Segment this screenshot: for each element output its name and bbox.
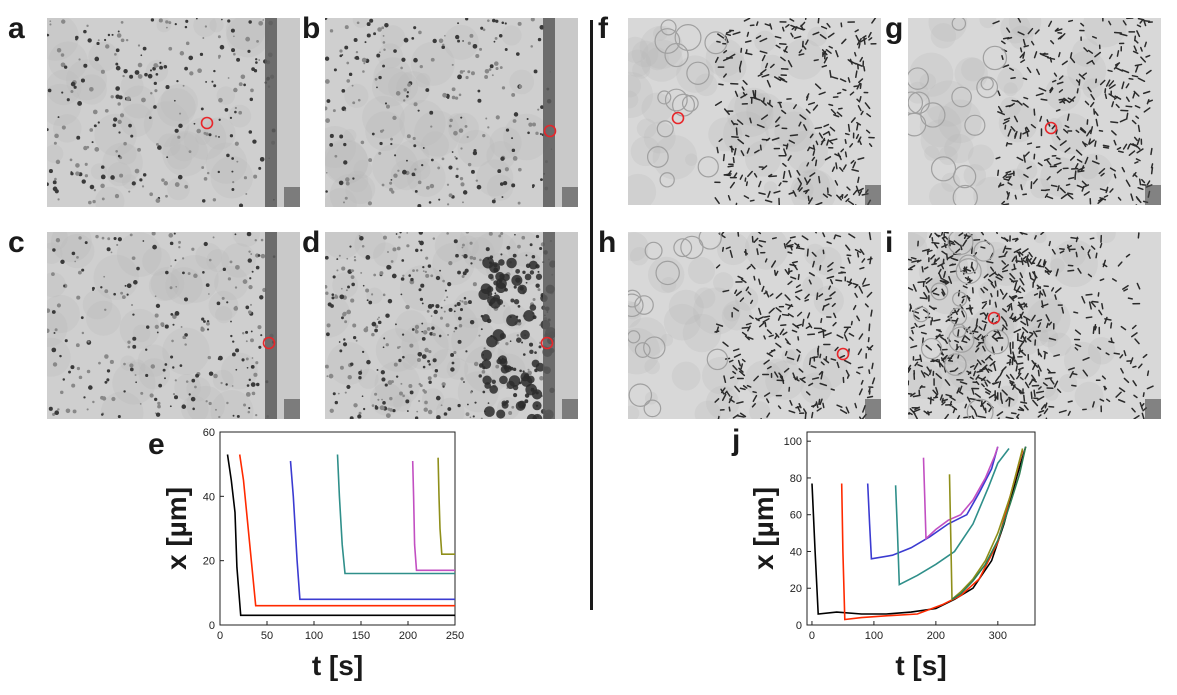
micrograph-b — [325, 18, 578, 207]
x-tick-label: 300 — [989, 630, 1007, 642]
y-tick-label: 20 — [790, 583, 802, 595]
series-line-3 — [291, 461, 456, 599]
x-tick-label: 50 — [261, 630, 273, 642]
micrograph-i — [908, 232, 1161, 419]
plot-j: 0 100 200 300 0 20 40 60 80 100 t [s] x [µm] — [735, 420, 1065, 690]
x-tick-label: 200 — [399, 630, 417, 642]
micrograph-g-svg — [908, 18, 1161, 205]
micrograph-d-svg — [325, 232, 578, 419]
y-tick-label: 40 — [790, 546, 802, 558]
x-axis-title: t [s] — [312, 650, 363, 681]
panel-label-h: h — [598, 228, 616, 258]
micrograph-g — [908, 18, 1161, 205]
micrograph-a-svg — [47, 18, 300, 207]
micrograph-c — [47, 232, 300, 419]
micrograph-f — [628, 18, 881, 205]
y-axis-title: x [µm] — [748, 487, 779, 570]
micrograph-f-svg — [628, 18, 881, 205]
panel-label-a: a — [8, 14, 25, 44]
x-tick-label: 250 — [446, 630, 464, 642]
y-tick-label: 20 — [203, 556, 215, 568]
y-tick-label: 0 — [209, 620, 215, 632]
y-tick-label: 60 — [790, 510, 802, 522]
x-tick-label: 150 — [352, 630, 370, 642]
y-tick-label: 80 — [790, 473, 802, 485]
x-tick-label: 100 — [865, 630, 883, 642]
x-tick-label: 0 — [217, 630, 223, 642]
micrograph-b-svg — [325, 18, 578, 207]
micrograph-i-svg — [908, 232, 1161, 419]
panel-label-d: d — [302, 228, 320, 258]
panel-label-i: i — [885, 228, 893, 258]
y-axis-title: x [µm] — [161, 487, 192, 570]
panel-label-f: f — [598, 14, 608, 44]
plot-e: 0 50 100 150 200 250 0 20 40 60 t [s] x [µm] — [150, 420, 480, 690]
x-tick-label: 0 — [809, 630, 815, 642]
micrograph-c-svg — [47, 232, 300, 419]
y-tick-label: 40 — [203, 491, 215, 503]
micrograph-h — [628, 232, 881, 419]
panel-label-b: b — [302, 14, 320, 44]
micrograph-h-svg — [628, 232, 881, 419]
y-tick-label: 0 — [796, 620, 802, 632]
series-line-6 — [950, 449, 1023, 600]
plot-j-svg: 0 100 200 300 0 20 40 60 80 100 t [s] x [µm] — [735, 420, 1065, 690]
panel-label-c: c — [8, 228, 25, 258]
y-tick-label: 100 — [784, 436, 802, 448]
panel-label-g: g — [885, 14, 903, 44]
series-line-3 — [868, 447, 998, 559]
micrograph-d — [325, 232, 578, 419]
x-axis-title: t [s] — [895, 650, 946, 681]
series-line-2 — [240, 455, 455, 606]
micrograph-a — [47, 18, 300, 207]
series-line-6 — [438, 458, 455, 555]
y-tick-label: 60 — [203, 427, 215, 439]
panel-divider — [590, 20, 593, 610]
plot-e-svg: 0 50 100 150 200 250 0 20 40 60 t [s] x [µm] — [150, 420, 480, 690]
x-tick-label: 200 — [927, 630, 945, 642]
x-tick-label: 100 — [305, 630, 323, 642]
series-line-4 — [338, 455, 456, 574]
